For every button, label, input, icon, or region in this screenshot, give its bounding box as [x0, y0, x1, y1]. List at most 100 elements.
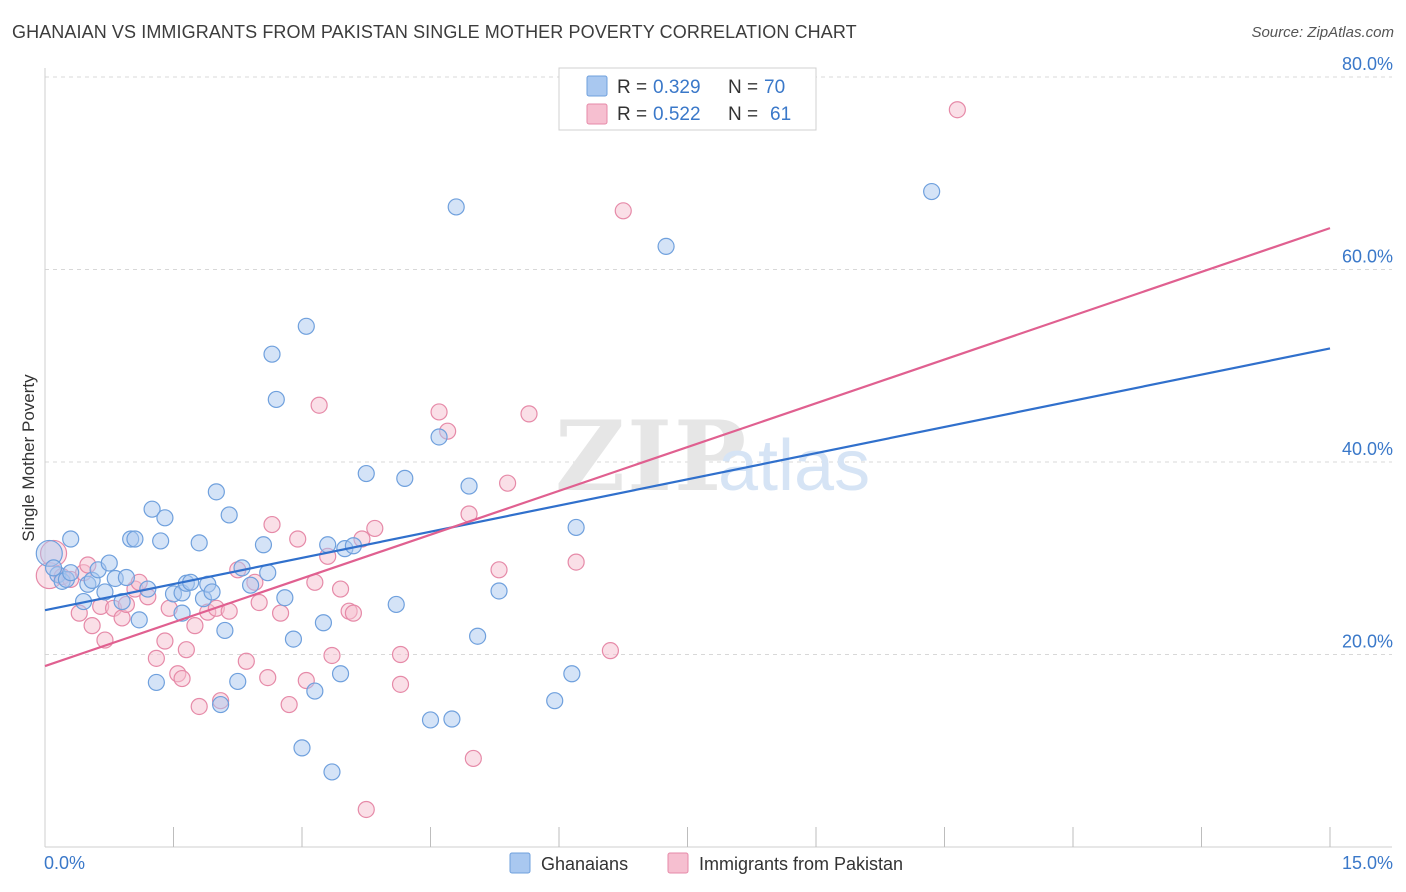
scatter-point-ghanaians	[357, 464, 375, 483]
series-ghanaians-points	[35, 182, 941, 781]
scatter-point-pakistan	[147, 649, 165, 667]
bottom-legend: Ghanaians Immigrants from Pakistan	[509, 852, 903, 874]
scatter-point-pakistan	[357, 800, 375, 819]
scatter-point-ghanaians	[147, 673, 165, 692]
legend-r-label-1: R =	[617, 77, 647, 98]
legend-r-value-2: 0.522	[653, 104, 701, 125]
scatter-point-pakistan	[344, 604, 362, 622]
scatter-point-pakistan	[614, 202, 632, 220]
scatter-point-pakistan	[289, 530, 307, 548]
scatter-point-pakistan	[331, 580, 350, 598]
scatter-point-ghanaians	[567, 518, 585, 537]
bottom-legend-label-ghanaians: Ghanaians	[541, 854, 628, 874]
scatter-point-ghanaians	[490, 582, 508, 600]
scatter-point-ghanaians	[229, 672, 247, 691]
bottom-legend-label-pakistan: Immigrants from Pakistan	[699, 854, 903, 874]
scatter-point-ghanaians	[447, 198, 465, 216]
trend-line-pakistan	[44, 227, 1331, 668]
scatter-point-ghanaians	[297, 317, 315, 335]
y-tick-label: 20.0%	[1342, 632, 1393, 652]
scatter-point-ghanaians	[190, 534, 208, 552]
scatter-point-pakistan	[323, 646, 341, 665]
scatter-point-ghanaians	[306, 682, 324, 700]
scatter-point-ghanaians	[469, 627, 487, 645]
scatter-point-ghanaians	[216, 621, 234, 640]
scatter-point-ghanaians	[293, 739, 311, 757]
watermark: ZIP atlas	[555, 400, 870, 513]
scatter-point-pakistan	[520, 405, 538, 423]
legend-n-label-1: N =	[728, 77, 758, 98]
scatter-point-ghanaians	[156, 509, 174, 527]
scatter-point-ghanaians	[263, 345, 281, 363]
scatter-point-ghanaians	[242, 576, 260, 594]
trend-line-ghanaians	[44, 347, 1331, 612]
legend-n-value-2: 61	[770, 104, 791, 125]
scatter-point-ghanaians	[212, 695, 230, 714]
scatter-point-pakistan	[156, 632, 174, 650]
scatter-point-ghanaians	[657, 237, 675, 255]
scatter-point-pakistan	[263, 515, 281, 534]
legend-swatch-ghanaians	[586, 75, 608, 97]
scatter-point-pakistan	[490, 561, 508, 579]
scatter-point-ghanaians	[563, 665, 581, 683]
scatter-point-pakistan	[948, 101, 966, 119]
x-tick-label-max: 15.0%	[1342, 853, 1393, 873]
scatter-point-ghanaians	[421, 711, 440, 729]
scatter-point-pakistan	[259, 668, 277, 687]
scatter-point-pakistan	[391, 675, 410, 693]
scatter-point-ghanaians	[923, 182, 941, 201]
scatter-point-ghanaians	[126, 530, 144, 548]
x-tick-label-min: 0.0%	[44, 853, 85, 873]
scatter-point-ghanaians	[130, 611, 148, 629]
scatter-point-pakistan	[271, 604, 290, 622]
watermark-atlas: atlas	[718, 426, 870, 506]
axis-layer: 0.0% 15.0%	[44, 68, 1393, 873]
bottom-legend-swatch-pakistan	[667, 852, 689, 874]
scatter-point-ghanaians	[44, 559, 63, 577]
legend-n-value-1: 70	[764, 77, 785, 98]
chart-source: Source: ZipAtlas.com	[1251, 24, 1394, 41]
bottom-legend-swatch-ghanaians	[509, 852, 531, 874]
legend-swatch-pakistan	[586, 103, 608, 125]
scatter-point-ghanaians	[220, 506, 238, 524]
y-tick-label: 80.0%	[1342, 54, 1393, 74]
scatter-point-ghanaians	[96, 583, 114, 601]
y-tick-label: 40.0%	[1342, 439, 1393, 459]
scatter-point-ghanaians	[62, 564, 80, 582]
scatter-point-ghanaians	[117, 568, 135, 587]
scatter-point-ghanaians	[276, 589, 294, 607]
scatter-point-pakistan	[250, 593, 268, 612]
scatter-point-ghanaians	[323, 763, 341, 781]
scatter-point-pakistan	[280, 695, 298, 714]
y-axis-title: Single Mother Poverty	[19, 374, 38, 542]
scatter-point-pakistan	[499, 474, 517, 492]
scatter-point-ghanaians	[62, 530, 80, 548]
scatter-point-ghanaians	[207, 483, 225, 501]
scatter-point-ghanaians	[331, 665, 350, 683]
scatter-point-pakistan	[430, 403, 448, 421]
scatter-point-ghanaians	[460, 477, 478, 495]
scatter-point-ghanaians	[143, 500, 161, 518]
chart-title: GHANAIAN VS IMMIGRANTS FROM PAKISTAN SIN…	[12, 22, 857, 42]
scatter-point-ghanaians	[546, 692, 564, 710]
scatter-point-pakistan	[186, 617, 204, 635]
scatter-point-pakistan	[601, 642, 620, 660]
scatter-point-ghanaians	[443, 710, 461, 728]
scatter-point-pakistan	[190, 697, 208, 716]
scatter-point-pakistan	[391, 645, 410, 664]
scatter-point-ghanaians	[267, 390, 285, 409]
scatter-point-pakistan	[366, 519, 384, 538]
scatter-point-ghanaians	[284, 630, 303, 648]
legend-r-value-1: 0.329	[653, 77, 701, 98]
scatter-point-ghanaians	[152, 532, 170, 550]
legend-r-label-2: R =	[617, 104, 647, 125]
scatter-point-pakistan	[310, 396, 328, 414]
scatter-point-pakistan	[83, 617, 101, 635]
y-tick-label: 60.0%	[1342, 247, 1393, 267]
scatter-point-ghanaians	[100, 554, 118, 572]
scatter-point-pakistan	[237, 652, 255, 670]
scatter-point-ghanaians	[203, 583, 221, 601]
scatter-point-ghanaians	[430, 428, 448, 446]
scatter-point-pakistan	[464, 749, 482, 768]
